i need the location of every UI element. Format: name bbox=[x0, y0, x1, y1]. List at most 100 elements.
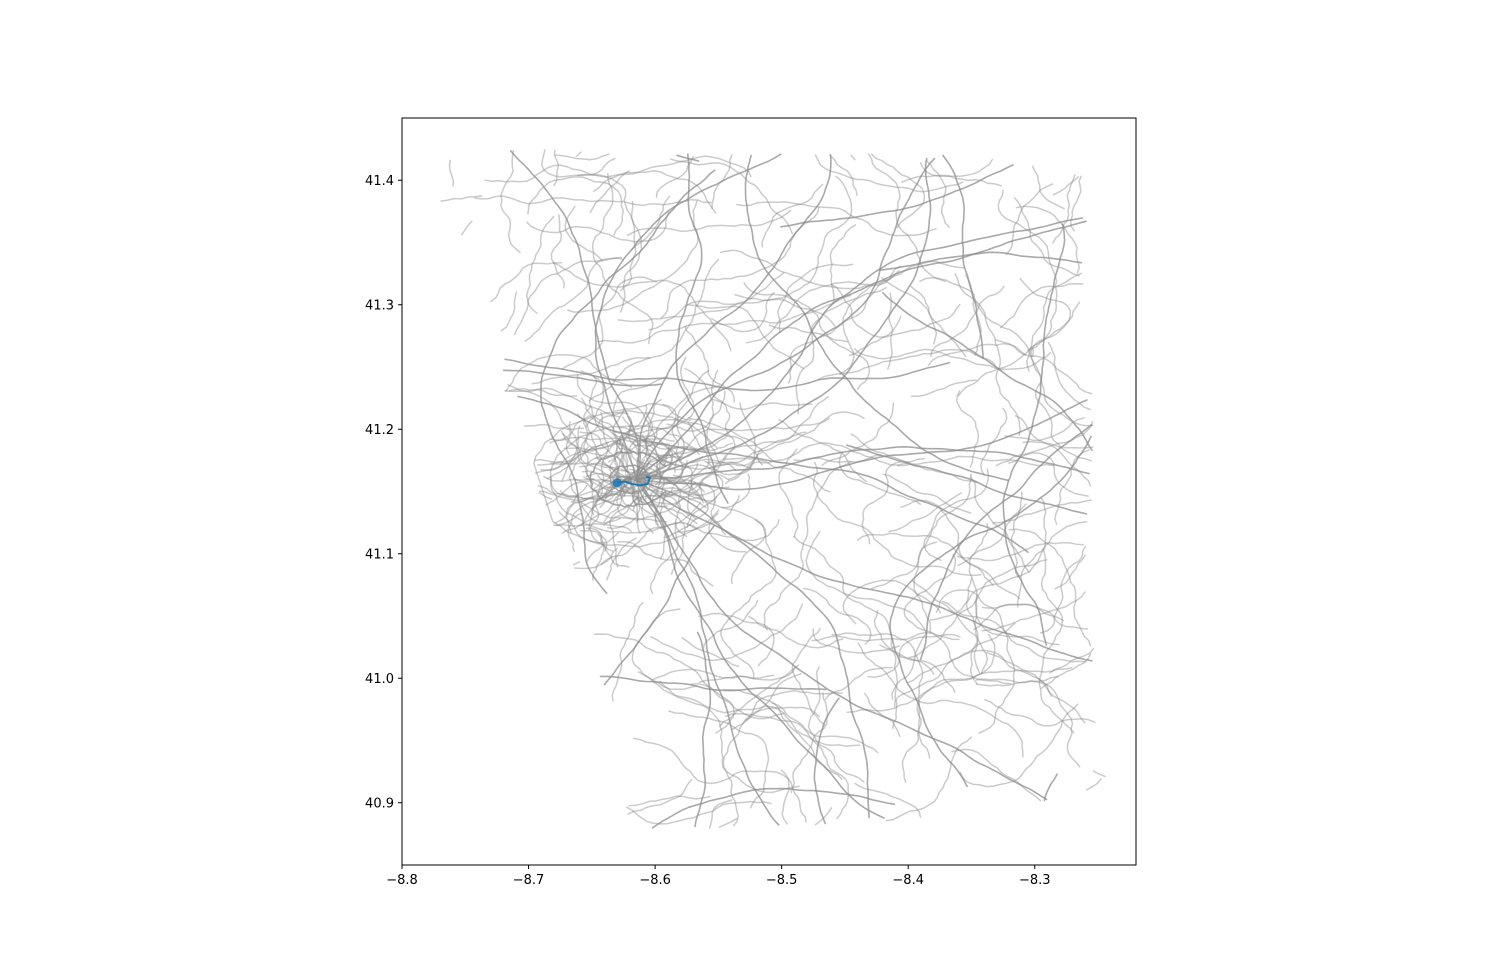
road-segment bbox=[969, 476, 1030, 574]
road-segment bbox=[635, 478, 1093, 662]
road-segment bbox=[579, 462, 629, 472]
y-tick-label: 41.2 bbox=[365, 423, 394, 438]
road-segment bbox=[896, 455, 1055, 467]
road-segment bbox=[589, 415, 673, 464]
road-segment bbox=[541, 149, 616, 178]
road-segment bbox=[513, 256, 623, 336]
road-segment bbox=[611, 601, 644, 702]
y-axis: 40.9 41.0 41.1 41.2 41.3 41.4 bbox=[365, 174, 402, 811]
road-segment bbox=[1085, 778, 1102, 791]
road-segment bbox=[579, 529, 608, 552]
road-segment bbox=[893, 649, 1086, 724]
road-segment bbox=[662, 491, 686, 575]
road-segment bbox=[572, 477, 668, 508]
road-segment bbox=[572, 561, 581, 566]
road-segment bbox=[887, 292, 894, 370]
x-tick-label: −8.3 bbox=[1019, 873, 1051, 888]
road-segment bbox=[579, 431, 623, 486]
x-tick-label: −8.5 bbox=[766, 873, 798, 888]
road-segment bbox=[698, 674, 775, 684]
road-segment bbox=[1004, 417, 1085, 442]
road-segment bbox=[812, 461, 982, 577]
road-segment bbox=[573, 547, 618, 570]
road-segment bbox=[891, 633, 927, 700]
road-segment bbox=[440, 195, 483, 202]
road-segment bbox=[720, 518, 777, 680]
road-segment bbox=[698, 612, 775, 667]
road-segment bbox=[655, 444, 674, 492]
road-segment bbox=[687, 421, 710, 499]
road-segment bbox=[708, 512, 747, 553]
road-segment bbox=[534, 446, 589, 474]
road-segment bbox=[854, 782, 922, 818]
road-segment bbox=[538, 491, 553, 500]
road-segment bbox=[580, 502, 622, 524]
road-segment bbox=[686, 470, 724, 529]
road-segment bbox=[708, 799, 733, 829]
road-segment bbox=[925, 160, 950, 228]
road-segment bbox=[995, 339, 1093, 395]
road-segment bbox=[545, 478, 594, 506]
road-segment bbox=[635, 157, 932, 480]
road-segment bbox=[879, 644, 956, 693]
road-segment bbox=[500, 149, 521, 254]
road-segment bbox=[888, 492, 963, 533]
y-tick-label: 40.9 bbox=[365, 796, 394, 811]
road-segment bbox=[588, 480, 614, 552]
road-segment bbox=[554, 153, 610, 161]
road-segment bbox=[736, 200, 937, 237]
road-segment bbox=[708, 431, 807, 470]
road-segment bbox=[734, 175, 853, 301]
road-segment bbox=[553, 149, 560, 187]
road-segment bbox=[633, 737, 794, 794]
road-segment bbox=[603, 524, 716, 686]
road-segment bbox=[561, 473, 623, 534]
road-segment bbox=[575, 151, 582, 157]
road-segment bbox=[780, 769, 790, 825]
road-segment bbox=[690, 458, 737, 472]
road-segment bbox=[448, 159, 455, 187]
road-segment bbox=[981, 603, 1089, 630]
road-segment bbox=[531, 356, 651, 385]
road-segment bbox=[614, 473, 644, 505]
road-segment bbox=[555, 512, 583, 527]
road-segment bbox=[778, 442, 925, 538]
road-segment bbox=[702, 599, 759, 651]
road-segment bbox=[540, 441, 609, 471]
road-segment bbox=[690, 682, 735, 734]
road-segment bbox=[686, 304, 805, 370]
road-segment bbox=[616, 418, 763, 505]
road-segment bbox=[981, 591, 1086, 632]
road-segment bbox=[727, 402, 757, 481]
road-segment bbox=[554, 493, 614, 524]
road-segment bbox=[568, 420, 611, 478]
road-segment bbox=[928, 342, 1027, 366]
road-segment bbox=[546, 442, 622, 480]
road-segment bbox=[617, 272, 785, 323]
road-segment bbox=[655, 454, 697, 521]
road-segment bbox=[635, 399, 1088, 491]
road-segment bbox=[594, 153, 782, 480]
road-segment bbox=[508, 387, 578, 397]
road-segment bbox=[999, 283, 1084, 329]
road-segment bbox=[975, 676, 1059, 684]
road-segment bbox=[1013, 196, 1080, 277]
road-segment bbox=[611, 376, 668, 418]
road-segment bbox=[622, 416, 674, 469]
axes-frame bbox=[401, 117, 1137, 866]
road-segment bbox=[549, 425, 702, 534]
road-segment bbox=[1054, 449, 1090, 525]
road-segment bbox=[580, 370, 605, 428]
road-segment bbox=[589, 375, 634, 453]
road-segment bbox=[1054, 554, 1086, 590]
road-segment bbox=[829, 154, 858, 197]
road-segment bbox=[1040, 653, 1092, 690]
road-segment bbox=[906, 577, 979, 684]
road-segment bbox=[593, 633, 785, 720]
road-segment bbox=[591, 533, 605, 581]
road-segment bbox=[607, 421, 633, 463]
road-segment bbox=[778, 418, 867, 483]
road-segment bbox=[665, 482, 730, 497]
road-segment bbox=[842, 579, 942, 625]
